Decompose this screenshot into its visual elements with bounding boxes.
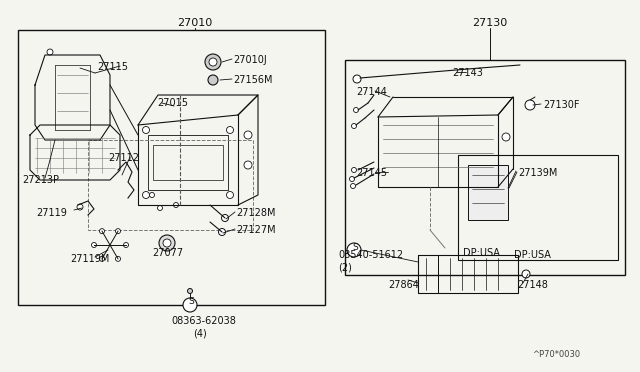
Circle shape (47, 49, 53, 55)
Text: 27144: 27144 (356, 87, 387, 97)
Text: 27128M: 27128M (236, 208, 275, 218)
Text: 27077: 27077 (152, 248, 183, 258)
Text: 27015: 27015 (157, 98, 188, 108)
Text: 27156M: 27156M (233, 75, 273, 85)
Circle shape (124, 243, 129, 247)
Text: 27127M: 27127M (236, 225, 276, 235)
Text: DP:USA: DP:USA (514, 250, 551, 260)
Text: S: S (352, 243, 358, 251)
Circle shape (115, 229, 120, 234)
Bar (88, 140, 253, 230)
Circle shape (143, 126, 150, 134)
Circle shape (99, 256, 104, 262)
Circle shape (244, 161, 252, 169)
Text: 27119: 27119 (36, 208, 67, 218)
Circle shape (188, 289, 193, 294)
Bar (418, 255, 438, 293)
Text: S: S (188, 298, 194, 307)
Text: 27145: 27145 (356, 168, 387, 178)
Circle shape (244, 131, 252, 139)
Circle shape (351, 167, 356, 173)
Text: 27112: 27112 (108, 153, 139, 163)
Circle shape (77, 204, 83, 210)
Text: 27864: 27864 (388, 280, 419, 290)
Circle shape (349, 176, 355, 182)
Circle shape (351, 183, 355, 189)
Circle shape (159, 235, 175, 251)
Circle shape (163, 239, 171, 247)
Circle shape (227, 192, 234, 199)
Circle shape (92, 243, 97, 247)
Text: 27130: 27130 (472, 18, 508, 28)
Bar (458, 155, 618, 260)
Text: 27010J: 27010J (233, 55, 267, 65)
Text: DP:USA: DP:USA (463, 248, 500, 258)
Text: 27010: 27010 (177, 18, 212, 28)
Circle shape (525, 100, 535, 110)
Text: 27115: 27115 (97, 62, 128, 72)
Bar (148, 135, 228, 190)
Circle shape (347, 243, 361, 257)
Circle shape (522, 270, 530, 278)
Circle shape (353, 108, 358, 112)
Text: 27139M: 27139M (518, 168, 557, 178)
Circle shape (99, 229, 104, 234)
Circle shape (208, 75, 218, 85)
Circle shape (351, 124, 356, 128)
Text: 08363-62038: 08363-62038 (171, 316, 236, 326)
Circle shape (353, 75, 361, 83)
Text: 27148: 27148 (517, 280, 548, 290)
Circle shape (227, 126, 234, 134)
Text: (2): (2) (338, 263, 352, 273)
Circle shape (218, 228, 225, 235)
Circle shape (183, 298, 197, 312)
Text: 08540-51612: 08540-51612 (338, 250, 403, 260)
Bar (418, 255, 518, 293)
Text: ^P70*0030: ^P70*0030 (532, 350, 580, 359)
Circle shape (150, 192, 154, 198)
Bar (18, 30, 325, 305)
Bar (468, 165, 508, 220)
Text: 27130F: 27130F (543, 100, 579, 110)
Text: 27213P: 27213P (22, 175, 59, 185)
Circle shape (143, 192, 150, 199)
Text: 27143: 27143 (452, 68, 483, 78)
Bar (153, 145, 223, 180)
Circle shape (221, 215, 228, 221)
Circle shape (205, 54, 221, 70)
Circle shape (209, 58, 217, 66)
Text: 27119M: 27119M (70, 254, 109, 264)
Circle shape (115, 256, 120, 262)
Text: (4): (4) (193, 329, 207, 339)
Bar (345, 60, 625, 275)
Circle shape (173, 202, 179, 208)
Circle shape (157, 205, 163, 211)
Circle shape (502, 133, 510, 141)
